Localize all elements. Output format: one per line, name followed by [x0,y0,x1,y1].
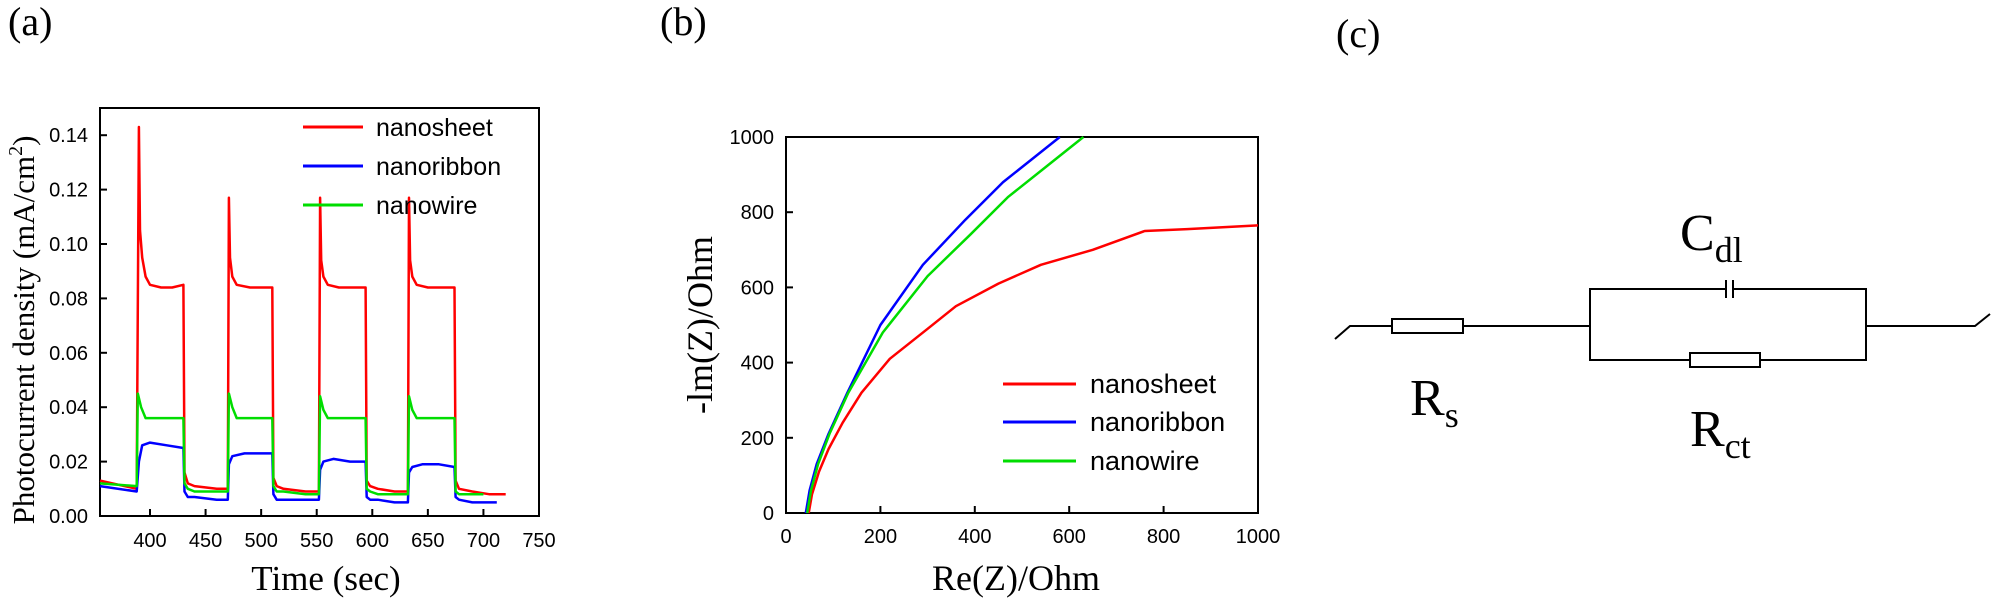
y-tick-label: 0.14 [49,125,88,147]
y-tick-label: 0.04 [49,397,88,419]
legend-label-nanowire: nanowire [1090,446,1200,476]
x-tick-label: 800 [1147,526,1180,548]
x-tick-label: 400 [133,530,166,552]
x-tick-label: 450 [189,530,222,552]
series-lines [99,125,506,504]
panel-label-a: (a) [8,0,52,44]
y-tick-label: 0.00 [49,506,88,528]
x-tick-label: 600 [356,530,389,552]
legend: nanosheet nanoribbon nanowire [1003,369,1225,476]
y-axis-label-main: Photocurrent density (mA/cm [6,156,41,525]
panel-label-b: (b) [660,0,707,44]
x-tick-label: 600 [1053,526,1086,548]
y-axis-label: -lm(Z)/Ohm [680,236,720,414]
legend-label-nanosheet: nanosheet [376,114,493,142]
label-rct: Rct [1690,401,1751,466]
equivalent-circuit [1334,280,1991,368]
parallel-branch-top [1589,288,1726,326]
y-tick-label: 0 [763,503,774,525]
series-line-nanosheet [807,224,1259,514]
right-lead [1866,313,1991,327]
x-tick-label: 200 [864,526,897,548]
x-axis-label: Re(Z)/Ohm [932,558,1100,598]
legend-label-nanoribbon: nanoribbon [1090,407,1225,437]
x-tick-label: 700 [467,530,500,552]
axis-ticks: 400 450 500 550 600 650 700 750 0.00 0.02 0.04 0.06… [49,125,556,552]
legend-label-nanosheet: nanosheet [1090,369,1217,399]
legend-label-nanowire: nanowire [376,192,477,220]
x-tick-label: 1000 [1236,526,1281,548]
y-tick-label: 800 [741,202,774,224]
y-tick-label: 1000 [730,127,775,149]
label-cdl: Cdl [1680,205,1743,270]
y-axis-label-sup: 2 [5,146,27,156]
label-rs: Rs [1410,370,1459,435]
legend-label-nanoribbon: nanoribbon [376,153,501,181]
series-line-nanowire [805,136,1085,514]
y-tick-label: 0.08 [49,288,88,310]
parallel-branch-bottom [1589,326,1690,361]
x-axis-label: Time (sec) [251,559,400,598]
left-lead [1334,325,1392,340]
plot-frame [785,136,1259,514]
y-tick-label: 600 [741,277,774,299]
resistor-rct [1689,352,1761,368]
y-tick-label: 0.12 [49,180,88,202]
x-tick-label: 0 [780,526,791,548]
y-axis-label: Photocurrent density (mA/cm2) [5,136,41,525]
parallel-branch-top-right [1733,288,1867,326]
y-tick-label: 0.02 [49,452,88,474]
panel-label-c: (c) [1336,11,1380,56]
series-line-nanoribbon [804,136,1061,514]
x-tick-label: 650 [411,530,444,552]
y-tick-label: 0.06 [49,343,88,365]
parallel-branch-bottom-right [1760,326,1867,361]
axis-ticks: 0 200 400 600 800 1000 0 200 400 600 800 1000 [730,127,1281,548]
y-tick-label: 400 [741,353,774,375]
y-tick-label: 0.10 [49,234,88,256]
x-tick-label: 400 [958,526,991,548]
legend: nanosheet nanoribbon nanowire [303,114,501,220]
photocurrent-chart: 400 450 500 550 600 650 700 750 0.00 0.02 0.04 0.06… [5,107,556,598]
plot-frame [99,107,540,517]
x-tick-label: 750 [522,530,555,552]
y-axis-label-end: ) [6,136,41,146]
x-tick-label: 550 [300,530,333,552]
impedance-chart: 0 200 400 600 800 1000 0 200 400 600 800 1000 nanos… [680,127,1280,598]
y-tick-label: 200 [741,428,774,450]
series-line-nanosheet [99,125,506,496]
x-tick-label: 500 [244,530,277,552]
series-lines [804,136,1259,514]
series-line-nanowire [99,392,484,496]
capacitor-cdl [1725,280,1734,298]
resistor-rs [1391,318,1464,334]
